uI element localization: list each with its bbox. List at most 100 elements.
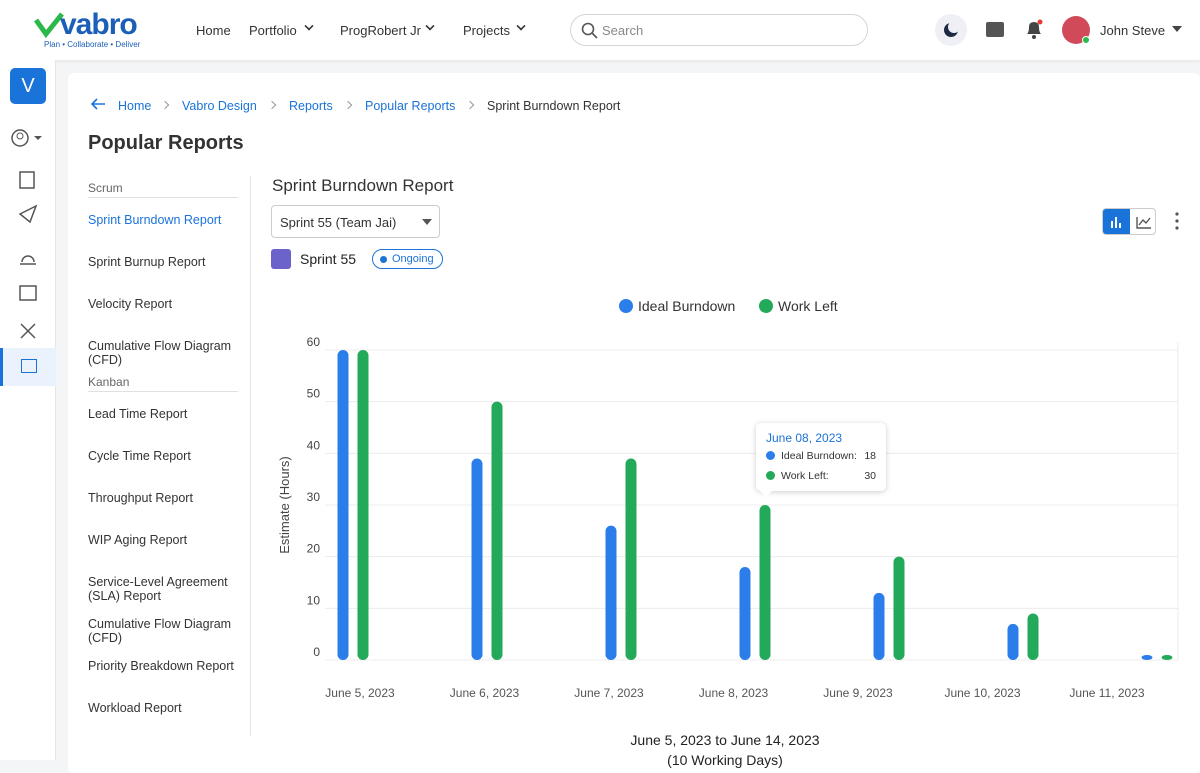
- y-tick-label: 60: [307, 335, 321, 349]
- legend-swatch: [619, 299, 633, 313]
- user-caret: [1172, 26, 1182, 32]
- bar: [1007, 623, 1019, 660]
- top-nav: vabro Plan • Collaborate • Deliver Home P…: [0, 0, 1200, 60]
- profile-icon[interactable]: [10, 128, 46, 148]
- divider: [250, 176, 251, 736]
- sidebar: V: [0, 60, 56, 760]
- page-title: Popular Reports: [88, 132, 244, 154]
- search-placeholder: Search: [602, 23, 644, 38]
- sprint-icon: [271, 249, 291, 269]
- bar: [625, 458, 637, 660]
- search-box[interactable]: Search: [570, 14, 868, 46]
- menu-item[interactable]: Sprint Burnup Report: [88, 255, 206, 269]
- bar: [605, 525, 617, 660]
- working-days: (10 Working Days): [667, 752, 783, 768]
- line-view[interactable]: [1130, 209, 1156, 235]
- legend-label: Work Left: [778, 298, 838, 314]
- theme-toggle[interactable]: [935, 14, 967, 46]
- menu-item[interactable]: Cycle Time Report: [88, 449, 191, 463]
- y-axis-label: Estimate (Hours): [277, 456, 292, 554]
- bar: [1161, 655, 1173, 660]
- menu-item[interactable]: Service-Level Agreement (SLA) Report: [88, 575, 228, 603]
- legend-swatch: [759, 299, 773, 313]
- menu-item[interactable]: Workload Report: [88, 701, 182, 715]
- menu-group-title: Kanban: [88, 375, 238, 392]
- x-tick-label: June 10, 2023: [944, 686, 1020, 700]
- tagline: Plan • Collaborate • Deliver: [44, 40, 141, 49]
- search-icon: [581, 22, 598, 39]
- bar: [739, 567, 751, 660]
- menu-item[interactable]: Velocity Report: [88, 297, 173, 311]
- bar: [337, 350, 349, 660]
- menu-item[interactable]: WIP Aging Report: [88, 533, 188, 547]
- status-badge: Ongoing: [372, 249, 443, 269]
- chart-toggle[interactable]: [1102, 208, 1156, 235]
- tooltip-arrow: [759, 490, 773, 497]
- menu-item[interactable]: Priority Breakdown Report: [88, 659, 234, 673]
- breadcrumb-item[interactable]: Vabro Design: [182, 99, 257, 113]
- x-tick-label: June 9, 2023: [823, 686, 893, 700]
- tooltip-label: Work Left:: [781, 470, 829, 482]
- sprint-name: Sprint 55: [300, 251, 357, 267]
- more-menu[interactable]: [1170, 211, 1184, 231]
- report-title: Sprint Burndown Report: [272, 176, 454, 195]
- bar: [873, 592, 885, 660]
- y-tick-label: 0: [313, 645, 320, 659]
- breadcrumb-item[interactable]: Reports: [289, 99, 333, 113]
- x-tick-label: June 6, 2023: [450, 686, 520, 700]
- breadcrumb-item[interactable]: Popular Reports: [365, 99, 456, 113]
- y-tick-label: 20: [307, 542, 321, 556]
- tooltip-row: Work Left: 30: [766, 470, 876, 490]
- tooltip-dot: [766, 451, 775, 460]
- bar: [357, 350, 369, 660]
- menu-item[interactable]: Cumulative Flow Diagram (CFD): [88, 339, 232, 367]
- menu-item[interactable]: Lead Time Report: [88, 407, 188, 421]
- tooltip-dot: [766, 471, 775, 480]
- date-range: June 5, 2023 to June 14, 2023: [630, 732, 820, 748]
- bar: [759, 505, 771, 660]
- menu-group-title: Scrum: [88, 181, 238, 198]
- x-tick-label: June 5, 2023: [325, 686, 395, 700]
- user-name[interactable]: John Steve: [1100, 23, 1166, 38]
- bar: [1027, 613, 1039, 660]
- avatar[interactable]: [1062, 16, 1090, 44]
- breadcrumb-item: Sprint Burndown Report: [487, 99, 621, 113]
- notification-icon[interactable]: [1024, 19, 1044, 41]
- workspace-badge[interactable]: V: [10, 68, 46, 104]
- tooltip: June 08, 2023 Ideal Burndown: 18 Work Left:…: [756, 423, 886, 491]
- sidebar-icons[interactable]: [18, 170, 38, 380]
- nav-item[interactable]: ProgRobert Jr: [340, 23, 421, 38]
- active-nav[interactable]: [0, 348, 56, 386]
- tooltip-value: 30: [864, 470, 876, 482]
- y-tick-label: 10: [307, 593, 321, 607]
- nav-item[interactable]: Portfolio: [249, 23, 297, 38]
- status-text: Ongoing: [392, 253, 434, 265]
- bar: [491, 401, 503, 660]
- nav-item[interactable]: Home: [196, 23, 231, 38]
- breadcrumb-item[interactable]: Home: [118, 99, 152, 113]
- sprint-select[interactable]: Sprint 55 (Team Jai): [271, 205, 440, 238]
- nav-item[interactable]: Projects: [463, 23, 510, 38]
- tooltip-label: Ideal Burndown:: [781, 450, 857, 462]
- y-tick-label: 30: [307, 490, 321, 504]
- tooltip-value: 18: [864, 450, 876, 462]
- bar-view[interactable]: [1103, 209, 1130, 234]
- x-tick-label: June 8, 2023: [699, 686, 769, 700]
- y-tick-label: 40: [307, 438, 321, 452]
- back-arrow[interactable]: [90, 97, 106, 111]
- bar: [1141, 655, 1153, 660]
- inbox-icon[interactable]: [986, 22, 1004, 37]
- menu-item[interactable]: Sprint Burndown Report: [88, 213, 222, 227]
- logo: vabro: [60, 8, 138, 41]
- sprint-select-text: Sprint 55 (Team Jai): [280, 215, 397, 230]
- menu-item[interactable]: Cumulative Flow Diagram (CFD): [88, 617, 232, 645]
- logo-icon: [34, 12, 64, 38]
- menu-item[interactable]: Throughput Report: [88, 491, 193, 505]
- bar: [893, 556, 905, 660]
- y-tick-label: 50: [307, 387, 321, 401]
- x-tick-label: June 11, 2023: [1069, 686, 1145, 700]
- bar: [471, 458, 483, 660]
- tooltip-title: June 08, 2023: [766, 431, 843, 445]
- legend-label: Ideal Burndown: [638, 298, 735, 314]
